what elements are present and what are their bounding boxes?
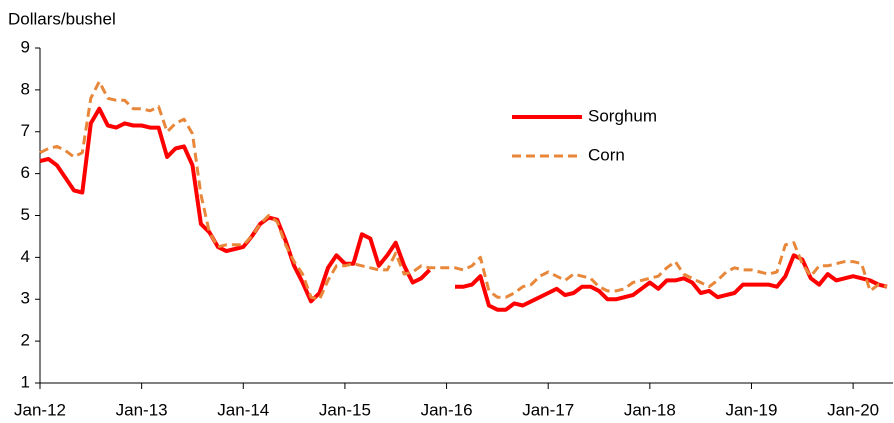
series-line: [39, 80, 888, 301]
y-tick-label: 8: [21, 79, 30, 98]
y-tick-label: 6: [21, 163, 30, 182]
legend-label: Corn: [588, 145, 625, 164]
x-tick-label: Jan-18: [624, 400, 676, 419]
y-tick-label: 5: [21, 205, 30, 224]
y-axis-label: Dollars/bushel: [8, 9, 116, 28]
y-tick-label: 4: [21, 247, 30, 266]
legend-label: Sorghum: [588, 106, 657, 125]
x-tick-label: Jan-13: [116, 400, 168, 419]
y-tick-label: 2: [21, 331, 30, 350]
x-tick-label: Jan-20: [827, 400, 879, 419]
y-tick-label: 3: [21, 289, 30, 308]
x-tick-label: Jan-17: [522, 400, 574, 419]
y-tick-label: 1: [21, 372, 30, 391]
y-tick-label: 7: [21, 121, 30, 140]
x-tick-label: Jan-15: [319, 400, 371, 419]
y-tick-label: 9: [21, 37, 30, 56]
x-tick-label: Jan-12: [14, 400, 66, 419]
x-tick-label: Jan-19: [725, 400, 777, 419]
x-tick-label: Jan-16: [421, 400, 473, 419]
x-tick-label: Jan-14: [217, 400, 269, 419]
series-line: [39, 106, 888, 312]
